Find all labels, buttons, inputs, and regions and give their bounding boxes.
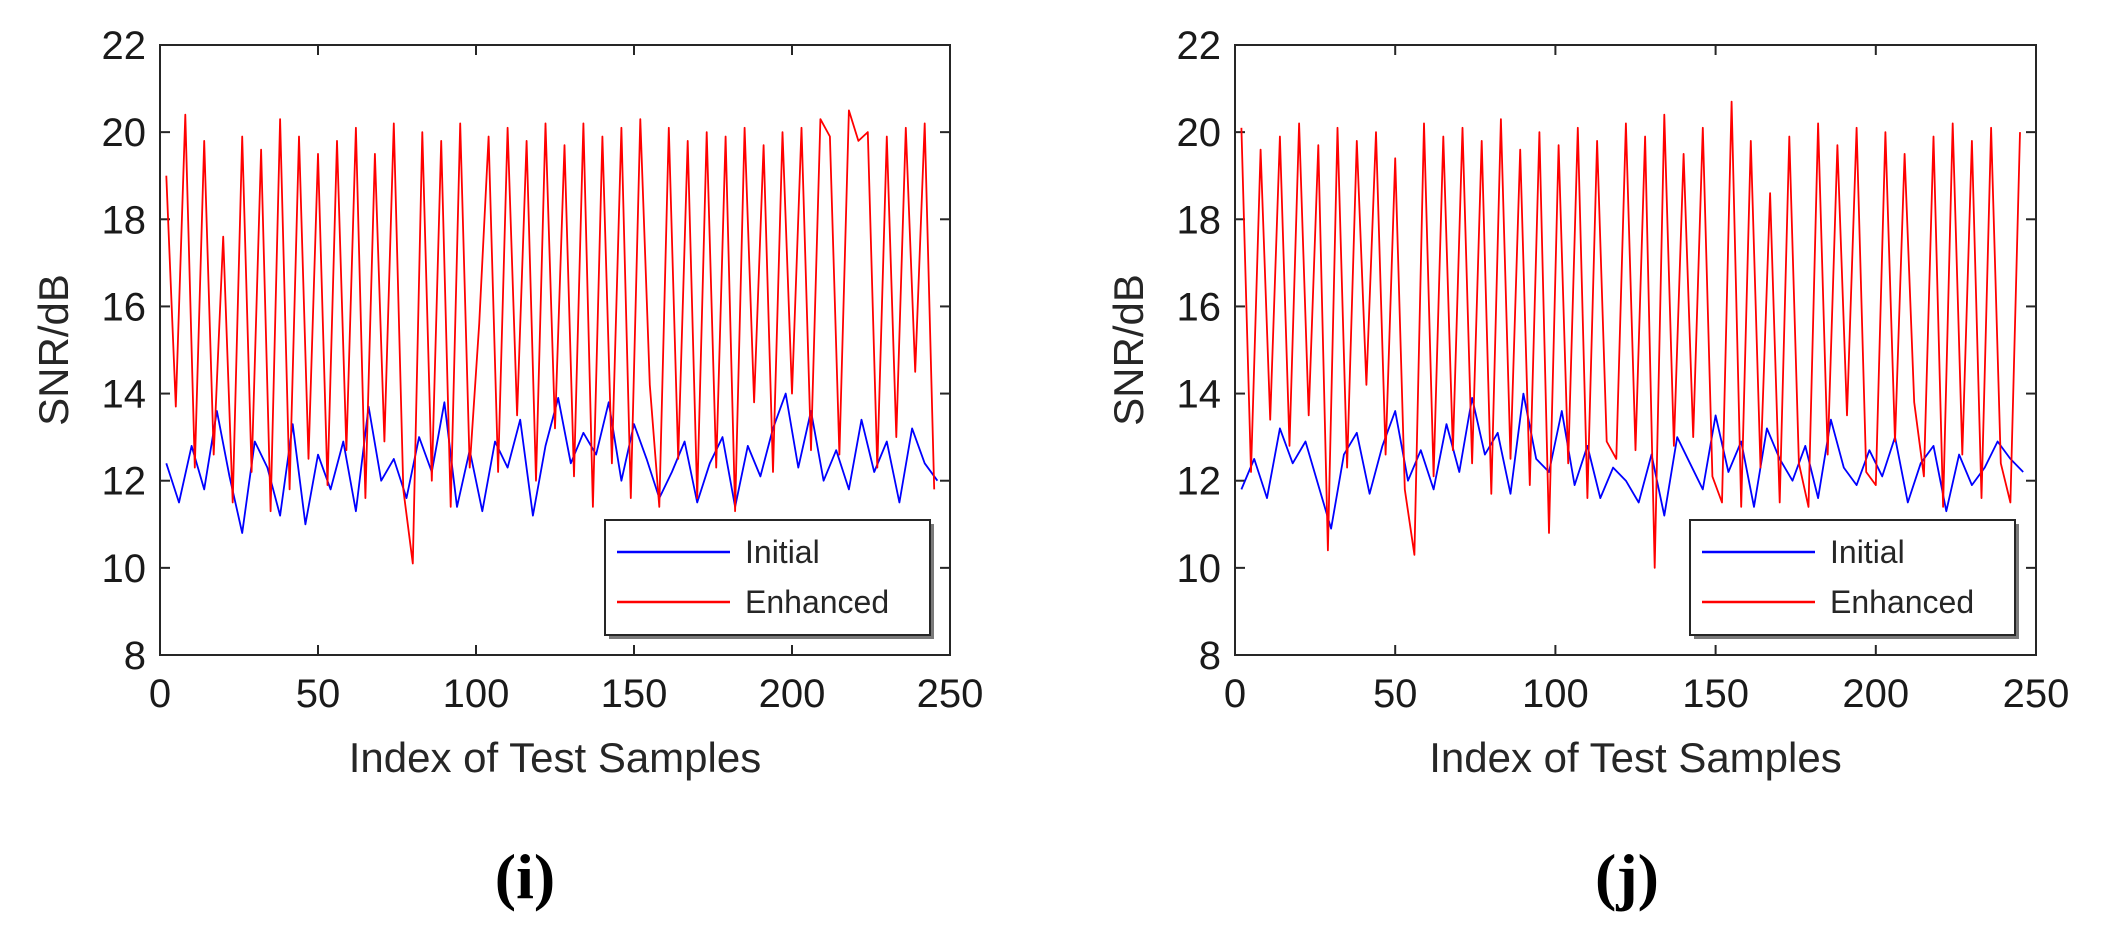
- legend-box: [604, 519, 931, 636]
- series-line-initial: [1240, 392, 2024, 530]
- series-line-initial: [165, 392, 939, 534]
- series-line-enhanced: [1240, 100, 2021, 569]
- y-tick-label: 18: [102, 198, 147, 242]
- y-tick-label: 16: [102, 285, 147, 329]
- y-tick-label: 18: [1177, 198, 1222, 242]
- x-tick-label: 200: [759, 672, 826, 716]
- x-tick-label: 100: [1522, 672, 1589, 716]
- y-tick-label: 8: [124, 634, 146, 678]
- x-tick-label: 0: [1224, 672, 1246, 716]
- y-tick-label: 12: [1177, 460, 1222, 504]
- legend-label-enhanced: Enhanced: [1830, 584, 1974, 620]
- x-tick-label: 250: [917, 672, 984, 716]
- y-tick-label: 12: [102, 460, 147, 504]
- y-tick-label: 8: [1199, 634, 1221, 678]
- chart-panel-i: 8 10 12 14 16 18 20 22 0 50 100 150 200 250 Index of T…: [30, 24, 983, 912]
- y-tick-label: 20: [102, 111, 147, 155]
- legend: Initial Enhanced: [1689, 519, 2019, 639]
- x-axis-label: Index of Test Samples: [349, 734, 761, 781]
- legend-box: [1689, 519, 2016, 636]
- legend: Initial Enhanced: [604, 519, 934, 639]
- x-axis-label: Index of Test Samples: [1429, 734, 1841, 781]
- y-tick-label: 14: [1177, 373, 1222, 417]
- panel-label: (i): [495, 841, 555, 912]
- x-tick-label: 150: [1682, 672, 1749, 716]
- y-axis-label: SNR/dB: [30, 274, 77, 426]
- legend-label-enhanced: Enhanced: [745, 584, 889, 620]
- x-tick-label: 200: [1842, 672, 1909, 716]
- x-tick-label: 50: [296, 672, 341, 716]
- x-tick-label: 50: [1373, 672, 1418, 716]
- x-tick-label: 100: [443, 672, 510, 716]
- y-tick-label: 14: [102, 373, 147, 417]
- x-tick-label: 250: [2003, 672, 2070, 716]
- legend-label-initial: Initial: [745, 534, 820, 570]
- y-tick-label: 20: [1177, 111, 1222, 155]
- y-tick-label: 22: [102, 24, 147, 68]
- chart-panel-j: 8 10 12 14 16 18 20 22 0 50 100 150 200 250 Index of T…: [1105, 24, 2069, 912]
- panel-label: (j): [1595, 841, 1659, 912]
- y-tick-label: 16: [1177, 285, 1222, 329]
- y-tick-label: 10: [102, 547, 147, 591]
- x-tick-label: 150: [601, 672, 668, 716]
- series-line-enhanced: [165, 109, 936, 565]
- y-tick-label: 10: [1177, 547, 1222, 591]
- y-tick-label: 22: [1177, 24, 1222, 68]
- legend-label-initial: Initial: [1830, 534, 1905, 570]
- y-axis-label: SNR/dB: [1105, 274, 1152, 426]
- x-tick-label: 0: [149, 672, 171, 716]
